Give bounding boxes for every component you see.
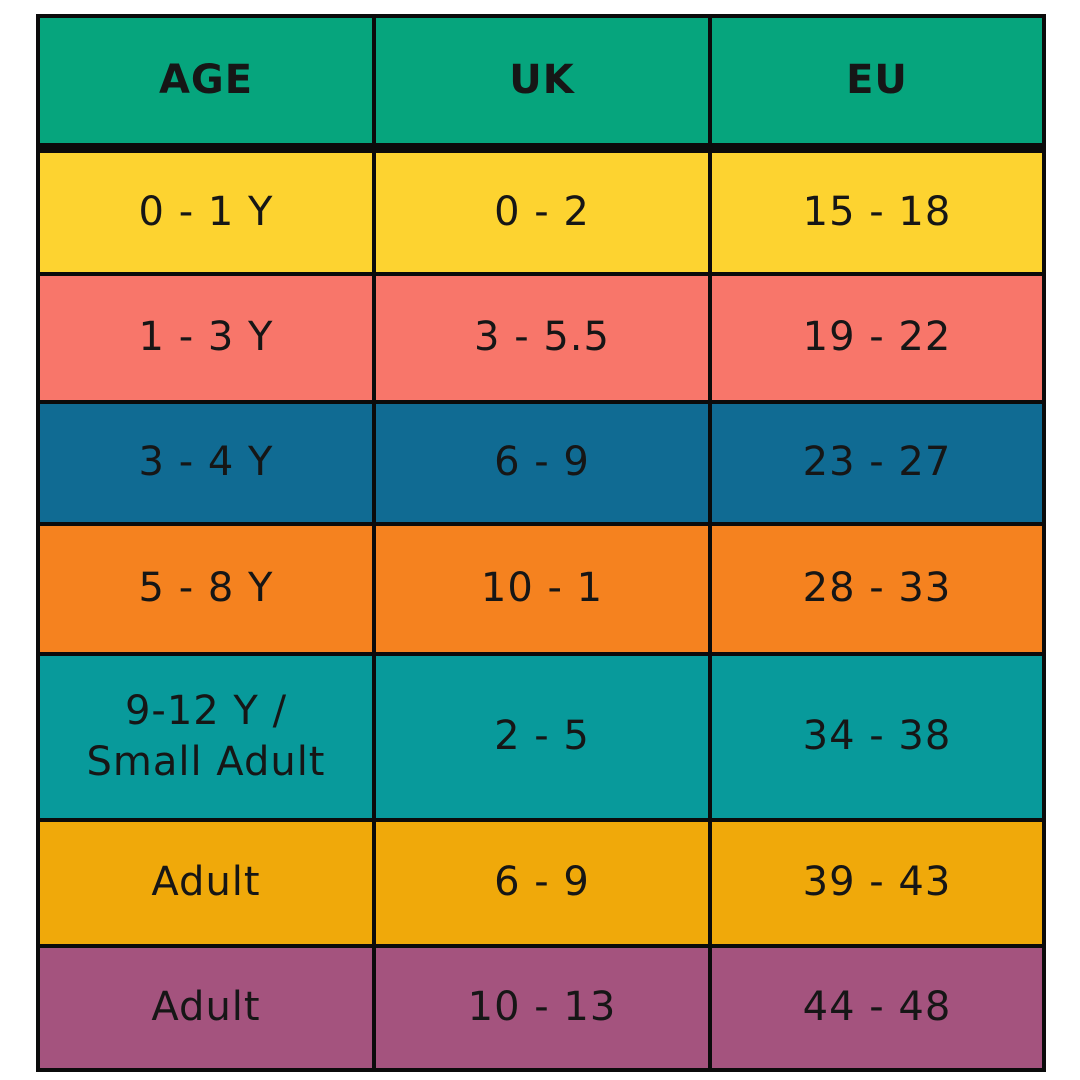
uk-cell: 3 - 5.5 [372,272,712,404]
size-conversion-table: AGE UK EU 0 - 1 Y 0 - 2 15 - 18 1 - 3 Y … [36,14,1046,1072]
header-row: AGE UK EU [36,14,1046,153]
age-cell: Adult [36,944,376,1072]
table-row: 9-12 Y / Small Adult 2 - 5 34 - 38 [36,652,1046,822]
eu-cell: 28 - 33 [708,522,1046,656]
table-row: 0 - 1 Y 0 - 2 15 - 18 [36,146,1046,276]
age-cell: 3 - 4 Y [36,400,376,526]
uk-cell: 10 - 1 [372,522,712,656]
table-row: Adult 6 - 9 39 - 43 [36,818,1046,948]
eu-cell: 34 - 38 [708,652,1046,822]
table-row: Adult 10 - 13 44 - 48 [36,944,1046,1072]
age-cell: 0 - 1 Y [36,146,376,276]
table-row: 3 - 4 Y 6 - 9 23 - 27 [36,400,1046,526]
uk-cell: 2 - 5 [372,652,712,822]
uk-cell: 6 - 9 [372,818,712,948]
table-row: 1 - 3 Y 3 - 5.5 19 - 22 [36,272,1046,404]
eu-cell: 44 - 48 [708,944,1046,1072]
age-cell: Adult [36,818,376,948]
uk-cell: 0 - 2 [372,146,712,276]
column-header-age: AGE [36,14,376,153]
eu-cell: 23 - 27 [708,400,1046,526]
uk-cell: 6 - 9 [372,400,712,526]
age-cell: 9-12 Y / Small Adult [36,652,376,822]
uk-cell: 10 - 13 [372,944,712,1072]
eu-cell: 19 - 22 [708,272,1046,404]
age-cell: 5 - 8 Y [36,522,376,656]
column-header-eu: EU [708,14,1046,153]
eu-cell: 15 - 18 [708,146,1046,276]
age-cell: 1 - 3 Y [36,272,376,404]
column-header-uk: UK [372,14,712,153]
eu-cell: 39 - 43 [708,818,1046,948]
table-row: 5 - 8 Y 10 - 1 28 - 33 [36,522,1046,656]
